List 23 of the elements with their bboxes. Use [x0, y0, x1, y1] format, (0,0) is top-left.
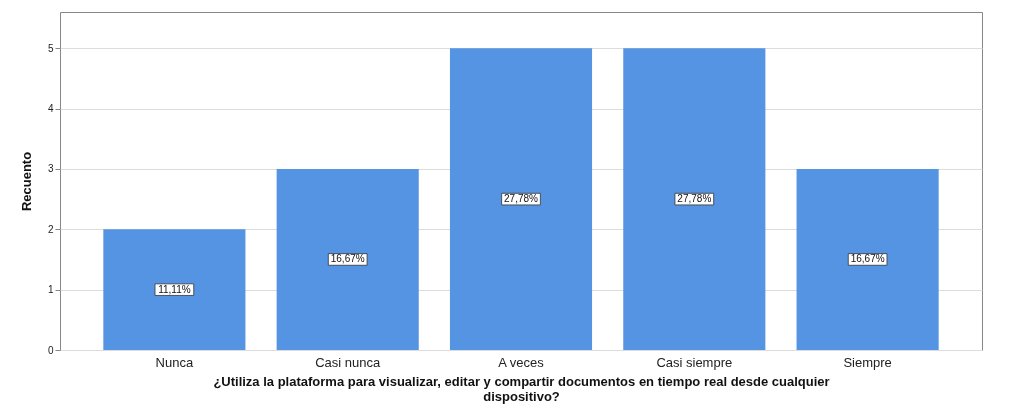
- y-tick-label: 5: [47, 42, 54, 54]
- x-axis-title: ¿Utiliza la plataforma para visualizar, editar y compartir documentos en tiempo real desde cualquier dispositivo?: [213, 373, 830, 404]
- y-tick-label: 3: [47, 163, 54, 175]
- y-tick-label: 0: [47, 344, 54, 356]
- annotation: 16,67%: [330, 253, 365, 265]
- x-tick-label: Casi siempre: [656, 354, 733, 370]
- bar: [449, 48, 593, 350]
- bar: [276, 168, 419, 350]
- annotation: 11,11%: [158, 283, 191, 295]
- y-tick-label: 1: [47, 284, 54, 296]
- annotation: 27,78%: [677, 193, 712, 205]
- x-tick-label: Casi nunca: [315, 354, 381, 370]
- annotation: 16,67%: [850, 253, 885, 265]
- y-axis-title: Recuento: [18, 151, 34, 212]
- y-tick-label: 2: [47, 223, 54, 235]
- annotation: 27,78%: [504, 193, 539, 205]
- x-tick-label: Siempre: [843, 354, 892, 370]
- y-tick-label: 4: [47, 103, 54, 115]
- bar: [796, 168, 939, 350]
- x-tick-label: A veces: [498, 354, 545, 370]
- bar: [103, 229, 246, 350]
- bar: [623, 48, 766, 350]
- x-tick-label: Nunca: [155, 354, 194, 370]
